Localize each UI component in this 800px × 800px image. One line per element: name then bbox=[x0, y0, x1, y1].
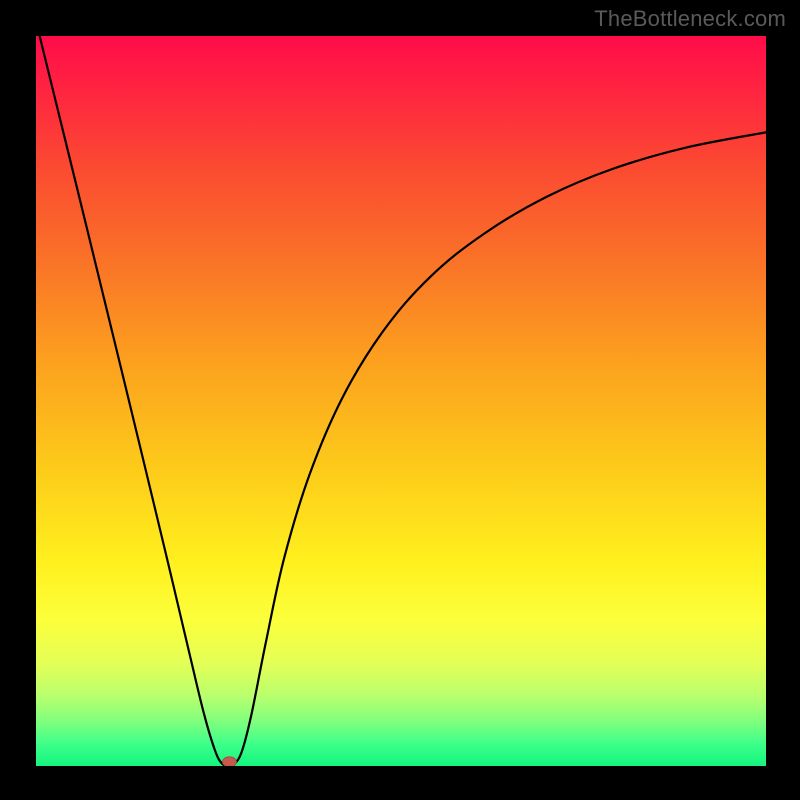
plot-area bbox=[36, 36, 766, 766]
minimum-marker bbox=[222, 757, 236, 766]
gradient-background bbox=[36, 36, 766, 766]
chart-svg bbox=[36, 36, 766, 766]
chart-container: TheBottleneck.com bbox=[0, 0, 800, 800]
watermark-text: TheBottleneck.com bbox=[594, 6, 786, 32]
